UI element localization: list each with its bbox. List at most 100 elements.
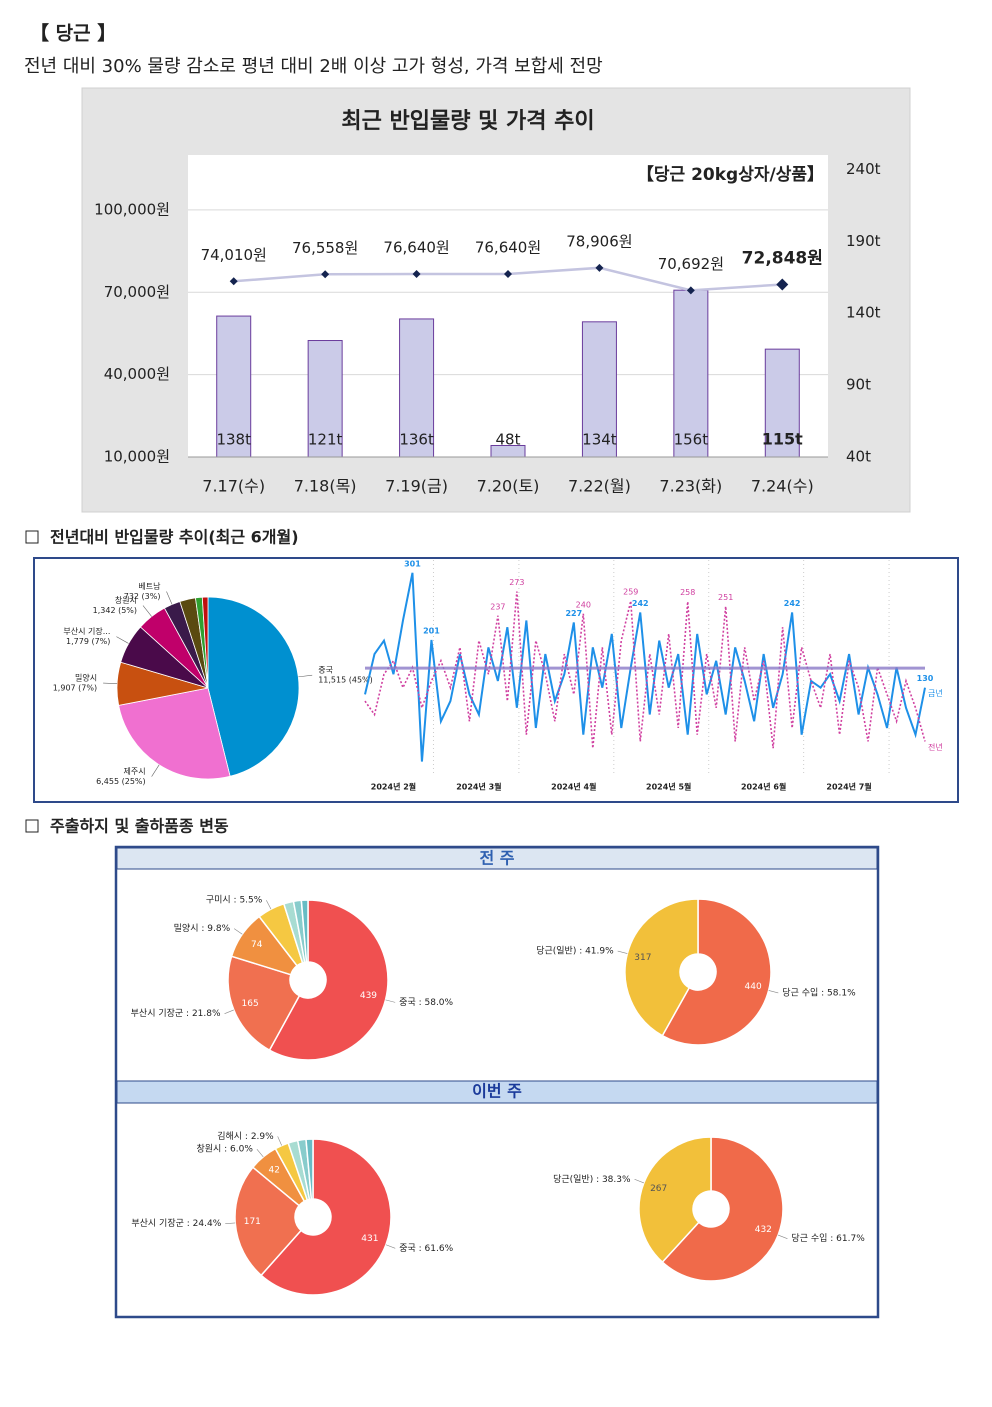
point-label: 237 (490, 602, 505, 611)
x-tick-label: 7.24(수) (751, 477, 814, 496)
x-tick-label: 2024년 3월 (456, 782, 501, 792)
donut-slice (227, 955, 301, 1052)
slice-label: 창원시 : 6.0% (196, 1144, 253, 1155)
y-tick-label: 10,000원 (104, 448, 170, 466)
point-label: 201 (423, 626, 440, 635)
y-tick-label: 70,000원 (104, 283, 170, 301)
price-marker (229, 277, 238, 286)
pie-slice (207, 596, 300, 777)
annotation: 【당근 20kg상자/상품】 (637, 164, 824, 185)
leader-line (617, 950, 628, 954)
leader-line (142, 605, 152, 617)
price-marker (686, 286, 695, 295)
slice-label: 부산시 기장... (63, 626, 110, 636)
slice-value: 171 (244, 1217, 261, 1227)
bar (399, 318, 435, 458)
y-tick-label: 100,000원 (94, 200, 170, 218)
price-marker (776, 278, 789, 291)
slice-label: 중국 : 61.6% (399, 1243, 453, 1254)
slice-value: 431 (361, 1234, 378, 1244)
page-subtitle: 전년 대비 30% 물량 감소로 평년 대비 2배 이상 고가 형성, 가격 보… (24, 56, 603, 77)
price-label: 70,692원 (658, 255, 724, 273)
price-label: 72,848원 (742, 248, 823, 268)
slice-value: 439 (360, 991, 377, 1001)
point-label: 242 (632, 599, 649, 608)
slice-label: 당근 수입 : 58.1% (782, 986, 856, 998)
x-tick-label: 7.19(금) (385, 477, 448, 496)
leader-line (777, 1234, 788, 1239)
bar (216, 315, 252, 458)
y2-tick-label: 240t (846, 160, 881, 178)
slice-label: 김해시 : 2.9% (217, 1130, 274, 1142)
slice-value: 42 (268, 1166, 279, 1176)
leader-line (266, 900, 272, 910)
slice-label: 당근 수입 : 61.7% (791, 1232, 865, 1244)
slice-label: 밀양시 : 9.8% (174, 922, 231, 934)
pie-slice (118, 687, 231, 780)
leader-line (385, 1244, 396, 1249)
panel-header (116, 1080, 878, 1104)
y2-tick-label: 90t (846, 376, 871, 394)
point-label: 251 (718, 593, 733, 602)
panel-header (116, 847, 878, 870)
bar (581, 321, 617, 458)
slice-label: 부산시 기장군 : 24.4% (131, 1218, 221, 1229)
bullet (25, 819, 39, 833)
slice-label: 중국 : 58.0% (399, 997, 453, 1008)
leader-line (298, 674, 313, 678)
price-marker (595, 263, 604, 272)
series-name: 금년 (928, 688, 943, 698)
donut-slice (661, 898, 772, 1046)
leader-line (385, 999, 396, 1003)
section-heading: 전년대비 반입물량 추이(최근 6개월) (50, 528, 299, 547)
x-tick-label: 7.17(수) (202, 477, 265, 496)
leader-line (277, 1136, 282, 1146)
leader-line (116, 636, 129, 644)
x-tick-label: 7.22(월) (568, 477, 631, 496)
x-tick-label: 2024년 7월 (826, 782, 871, 792)
point-label: 240 (576, 600, 591, 609)
slice-label: 제주시 (124, 767, 146, 776)
price-label: 76,558원 (292, 239, 358, 257)
leader-line (768, 990, 779, 994)
price-marker (412, 270, 421, 279)
price-marker (504, 270, 512, 279)
slice-label: 밀양시 (75, 674, 97, 683)
slice-value: 440 (745, 982, 762, 992)
slice-value: 317 (634, 953, 651, 963)
slice-value: 1,342 (5%) (93, 606, 137, 615)
donut-slice (268, 899, 389, 1061)
slice-value: 1,907 (7%) (53, 684, 97, 693)
slice-value: 6,455 (25%) (96, 777, 145, 786)
x-tick-label: 7.23(화) (659, 477, 722, 496)
leader-line (166, 591, 173, 605)
pie-slice (201, 596, 209, 689)
bar-label: 156t (674, 431, 709, 449)
slice-label: 부산시 기장군 : 21.8% (131, 1008, 221, 1019)
slice-value: 11,515 (45%) (318, 676, 373, 685)
x-tick-label: 2024년 6월 (741, 782, 786, 792)
x-tick-label: 2024년 2월 (371, 782, 416, 792)
donut-slice (300, 899, 309, 963)
donut-slice (624, 898, 699, 1037)
y-tick-label: 40,000원 (104, 365, 170, 383)
y2-tick-label: 40t (846, 448, 871, 466)
price-label: 76,640원 (475, 239, 541, 257)
slice-label: 창원시 (115, 596, 137, 605)
slice-label: 베트남 (138, 582, 161, 591)
slice-value: 1,779 (7%) (66, 637, 110, 646)
y2-tick-label: 140t (846, 304, 881, 322)
bar-label: 121t (308, 431, 343, 449)
x-tick-label: 2024년 4월 (551, 782, 596, 792)
point-label: 301 (404, 559, 421, 568)
x-tick-label: 2024년 5월 (646, 782, 691, 792)
donut-slice (260, 1138, 392, 1296)
x-tick-label: 7.18(목) (294, 477, 357, 496)
bar-label: 48t (496, 431, 521, 449)
bullet (25, 530, 39, 544)
slice-label: 당근(일반) : 38.3% (553, 1174, 631, 1185)
point-label: 258 (680, 588, 695, 597)
price-label: 76,640원 (383, 239, 449, 257)
plot-area (188, 155, 828, 457)
